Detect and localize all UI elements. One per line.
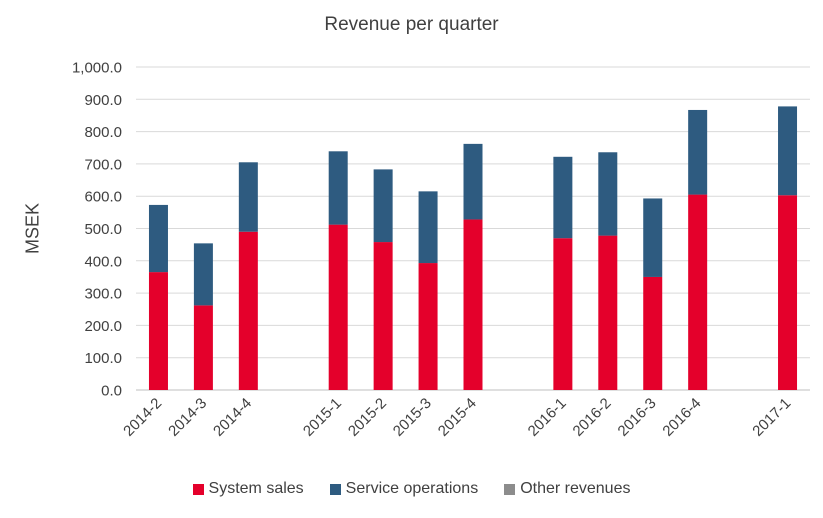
bar-system-sales bbox=[373, 242, 393, 390]
bar-system-sales bbox=[688, 194, 708, 390]
legend-swatch-service-operations bbox=[329, 483, 341, 495]
x-tick-label: 2015-3 bbox=[390, 395, 435, 440]
y-tick-label: 1,000.0 bbox=[72, 60, 122, 77]
legend-label-service-operations: Service operations bbox=[345, 480, 479, 497]
legend-label-other-revenues: Other revenues bbox=[520, 480, 631, 497]
legend-swatch-other-revenues bbox=[504, 483, 516, 495]
bar-system-sales bbox=[328, 224, 348, 390]
x-tick-label: 2016-1 bbox=[525, 395, 570, 440]
y-tick-label: 200.0 bbox=[84, 318, 122, 335]
x-tick-label: 2016-2 bbox=[570, 395, 615, 440]
bar-system-sales bbox=[778, 195, 798, 390]
bar-service-operations bbox=[238, 162, 258, 232]
bar-service-operations bbox=[373, 169, 393, 243]
bar-system-sales bbox=[643, 276, 663, 390]
y-tick-label: 300.0 bbox=[84, 286, 122, 303]
y-tick-label: 0.0 bbox=[101, 383, 122, 400]
bar-system-sales bbox=[598, 235, 618, 390]
bar-service-operations bbox=[553, 156, 573, 239]
bar-system-sales bbox=[463, 219, 483, 390]
bar-service-operations bbox=[598, 152, 618, 236]
x-tick-label: 2014-2 bbox=[120, 395, 165, 440]
x-tick-label: 2014-3 bbox=[165, 395, 210, 440]
y-tick-label: 800.0 bbox=[84, 124, 122, 141]
x-tick-label: 2014-4 bbox=[210, 395, 255, 440]
bar-system-sales bbox=[193, 305, 213, 390]
x-tick-label: 2015-2 bbox=[345, 395, 390, 440]
bar-service-operations bbox=[193, 243, 213, 306]
x-tick-label: 2016-4 bbox=[659, 395, 704, 440]
y-tick-label: 400.0 bbox=[84, 253, 122, 270]
bar-system-sales bbox=[553, 238, 573, 390]
bar-system-sales bbox=[238, 231, 258, 390]
legend-item-system-sales: System sales bbox=[192, 480, 304, 498]
legend-swatch-system-sales bbox=[192, 483, 204, 495]
chart-title: Revenue per quarter bbox=[324, 14, 499, 35]
bar-service-operations bbox=[148, 204, 168, 273]
bar-service-operations bbox=[778, 106, 798, 196]
y-tick-label: 900.0 bbox=[84, 92, 122, 109]
bar-service-operations bbox=[328, 151, 348, 225]
legend-item-service-operations: Service operations bbox=[329, 480, 479, 498]
x-tick-label: 2016-3 bbox=[615, 395, 660, 440]
bar-service-operations bbox=[418, 191, 438, 264]
y-tick-label: 700.0 bbox=[84, 156, 122, 173]
y-tick-label: 500.0 bbox=[84, 221, 122, 238]
bar-service-operations bbox=[643, 198, 663, 277]
x-tick-label: 2015-4 bbox=[435, 395, 480, 440]
legend-item-other-revenues: Other revenues bbox=[504, 480, 630, 498]
bar-system-sales bbox=[148, 272, 168, 390]
legend: System sales Service operations Other re… bbox=[0, 480, 823, 498]
x-tick-label: 2015-1 bbox=[300, 395, 345, 440]
bar-service-operations bbox=[463, 143, 483, 220]
bar-service-operations bbox=[688, 109, 708, 195]
legend-label-system-sales: System sales bbox=[208, 480, 304, 497]
y-tick-label: 100.0 bbox=[84, 350, 122, 367]
bar-system-sales bbox=[418, 263, 438, 390]
y-tick-label: 600.0 bbox=[84, 189, 122, 206]
x-tick-label: 2017-1 bbox=[749, 395, 794, 440]
